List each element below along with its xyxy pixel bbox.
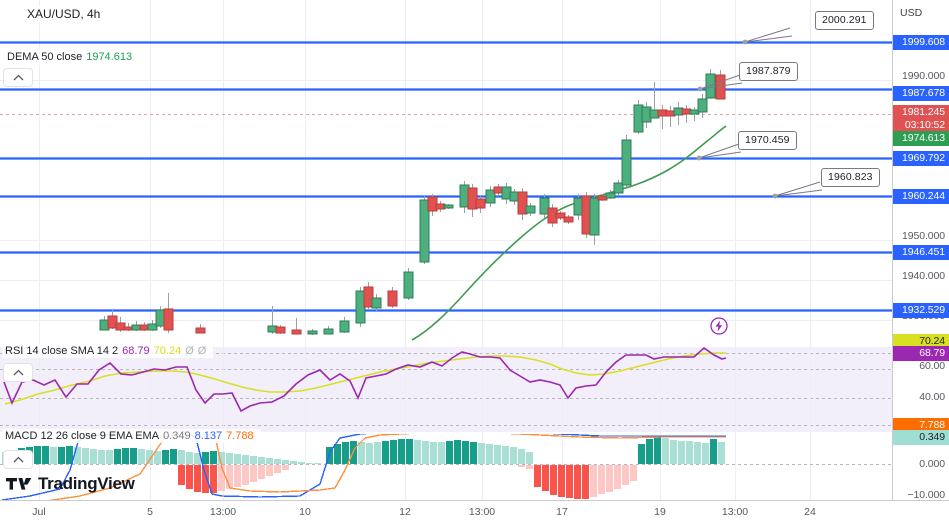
rsi-legend-value: 68.79 — [122, 345, 150, 357]
currency-chip[interactable]: USD — [897, 6, 926, 20]
axis-tick: 1950.000 — [902, 230, 945, 242]
time-tick: 13:00 — [468, 506, 496, 518]
time-tick: 5 — [147, 506, 153, 518]
rsi-extra-1: Ø — [185, 345, 194, 357]
axis-badge-level[interactable]: 1946.451 — [893, 245, 949, 260]
axis-badge-level[interactable]: 1932.529 — [893, 303, 949, 318]
rsi-pane-legend[interactable]: RSI 14 close SMA 14 2 68.79 70.24 Ø Ø — [2, 344, 214, 358]
macd-legend-label: MACD 12 26 close 9 EMA EMA — [5, 430, 160, 442]
chevron-up-icon — [13, 74, 23, 81]
callout-1987[interactable]: 1987.879 — [739, 62, 798, 81]
time-tick: 19 — [654, 506, 666, 518]
lightning-alert-icon — [710, 317, 728, 335]
axis-badge-macd-signal[interactable]: 7.788 — [893, 418, 949, 433]
callout-1970[interactable]: 1970.459 — [738, 131, 797, 150]
time-tick: 24 — [804, 506, 816, 518]
axis-tick: 1990.000 — [902, 70, 945, 82]
macd-signal-line — [48, 434, 726, 500]
time-tick: 17 — [556, 506, 568, 518]
time-tick: Jul — [32, 506, 46, 518]
axis-tick: 0.000 — [919, 458, 945, 470]
rsi-pane-collapse-toggle[interactable] — [3, 363, 33, 382]
time-tick: 13:00 — [209, 506, 237, 518]
axis-badge-rsi-sma[interactable]: 70.24 — [893, 334, 949, 349]
axis-tick: 40.00 — [919, 391, 945, 403]
chevron-up-icon — [13, 456, 23, 463]
price-pane-collapse-toggle[interactable] — [3, 68, 33, 87]
axis-badge-macd-hist[interactable]: 0.349 — [893, 430, 949, 445]
axis-tick: 60.00 — [919, 360, 945, 372]
callout-2000[interactable]: 2000.291 — [815, 11, 874, 30]
rsi-sma-legend-value: 70.24 — [153, 345, 182, 357]
axis-badge-level[interactable]: 1960.244 — [893, 189, 949, 204]
chevron-up-icon — [13, 369, 23, 376]
time-tick: 10 — [299, 506, 311, 518]
tradingview-wordmark: TradingView — [38, 474, 135, 493]
time-tick: 13:00 — [721, 506, 749, 518]
axis-tick: −10.000 — [907, 489, 945, 501]
macd-pane-legend[interactable]: MACD 12 26 close 9 EMA EMA 0.349 8.137 7.78… — [2, 429, 261, 443]
symbol-title[interactable]: XAU/USD, 4h — [24, 6, 104, 22]
dema-legend-label: DEMA 50 close — [7, 51, 83, 63]
axis-badge-level[interactable]: 1999.608 — [893, 35, 949, 50]
axis-badge-level[interactable]: 1969.792 — [893, 151, 949, 166]
price-level-lines — [0, 41, 892, 312]
tradingview-watermark: TradingView — [6, 474, 135, 494]
tradingview-logo-icon — [6, 478, 32, 490]
horizontal-gridlines — [0, 80, 892, 321]
time-axis[interactable]: Jul 5 13:00 10 12 13:00 17 19 13:00 24 — [0, 500, 949, 522]
rsi-pane-background — [0, 347, 892, 432]
alert-badge[interactable] — [710, 317, 728, 335]
macd-pane-collapse-toggle[interactable] — [3, 450, 33, 469]
rsi-extra-2: Ø — [197, 345, 207, 357]
axis-badge-last-price[interactable]: 1981.245 — [893, 105, 949, 120]
callout-1960[interactable]: 1960.823 — [821, 168, 880, 187]
axis-badge-rsi[interactable]: 68.79 — [893, 346, 949, 361]
axis-badge-level[interactable]: 1987.678 — [893, 86, 949, 101]
axis-badge-dema[interactable]: 1974.613 — [893, 131, 949, 146]
price-pane-legend[interactable]: DEMA 50 close 1974.613 — [4, 50, 140, 64]
axis-badge-countdown[interactable]: 03:10:52 — [893, 118, 949, 133]
macd-signal-value: 7.788 — [226, 430, 254, 442]
price-axis[interactable]: USD 1990.000 1950.000 1940.000 1930.000 … — [892, 0, 949, 501]
rsi-legend-label: RSI 14 close SMA 14 2 — [5, 345, 119, 357]
dema-legend-value: 1974.613 — [86, 51, 133, 63]
time-tick: 12 — [399, 506, 411, 518]
candlestick-series — [99, 69, 726, 335]
axis-tick: 1940.000 — [902, 270, 945, 282]
macd-line-value: 8.137 — [194, 430, 223, 442]
macd-hist-value: 0.349 — [163, 430, 191, 442]
